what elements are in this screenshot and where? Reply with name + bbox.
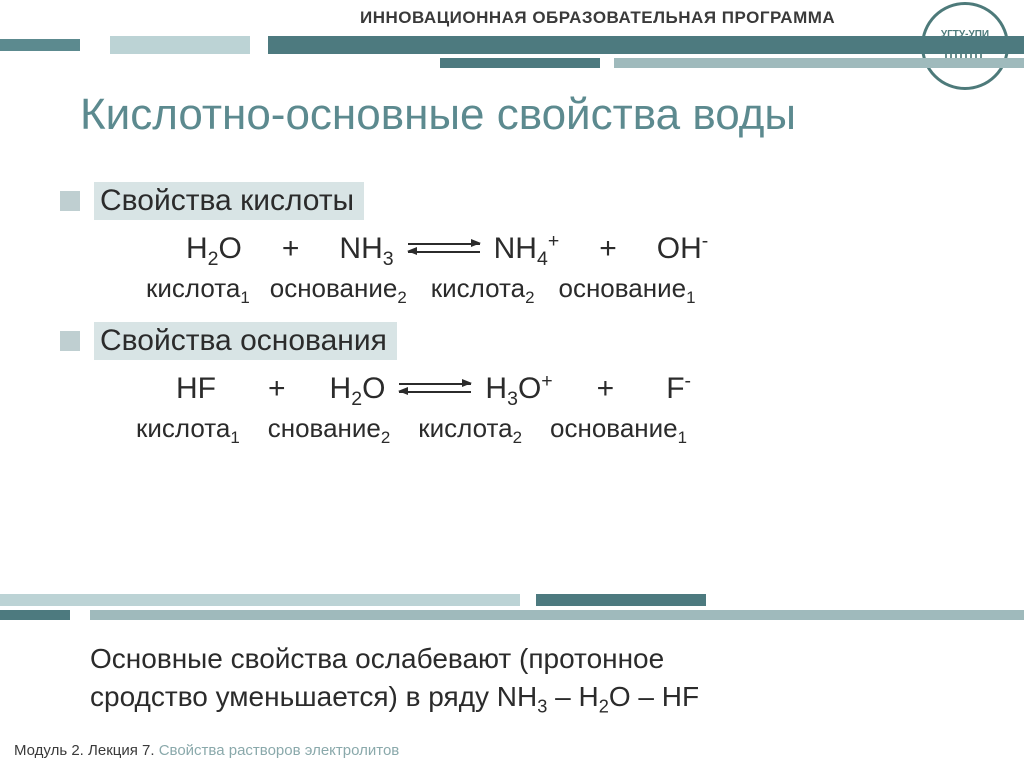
bullet-icon xyxy=(60,331,80,351)
program-label: ИННОВАЦИОННАЯ ОБРАЗОВАТЕЛЬНАЯ ПРОГРАММА xyxy=(360,8,835,28)
summary-text: Основные свойства ослабевают (протонное … xyxy=(90,640,930,719)
content-area: Свойства кислоты H2O + NH3 NH4+ + OH- ки… xyxy=(60,168,940,452)
decor-bar-top2 xyxy=(0,58,1024,68)
equation1: H2O + NH3 NH4+ + OH- xyxy=(100,230,940,271)
section1-equation: H2O + NH3 NH4+ + OH- кислота1 основание2… xyxy=(100,230,940,308)
section2-equation: HF + H2O H3O+ + F- кислота1 снование2 ки… xyxy=(100,370,940,448)
section1-heading-row: Свойства кислоты xyxy=(60,182,940,220)
equilibrium-arrow-icon xyxy=(408,238,480,258)
decor-bar-bottom1 xyxy=(0,594,1024,606)
section1-heading: Свойства кислоты xyxy=(94,182,364,220)
equilibrium-arrow-icon xyxy=(399,378,471,398)
slide-title: Кислотно-основные свойства воды xyxy=(80,90,796,140)
footer-module: Модуль 2. Лекция 7. xyxy=(14,742,155,759)
section2-heading-row: Свойства основания xyxy=(60,322,940,360)
decor-bar-top xyxy=(0,36,1024,54)
footer: Модуль 2. Лекция 7. Свойства растворов э… xyxy=(14,742,399,759)
equation2-labels: кислота1 снование2 кислота2 основание1 xyxy=(100,413,940,448)
bullet-icon xyxy=(60,191,80,211)
section2-heading: Свойства основания xyxy=(94,322,397,360)
footer-topic: Свойства растворов электролитов xyxy=(159,742,400,759)
equation2: HF + H2O H3O+ + F- xyxy=(100,370,940,411)
decor-bar-bottom2 xyxy=(0,610,1024,620)
equation1-labels: кислота1 основание2 кислота2 основание1 xyxy=(100,273,940,308)
